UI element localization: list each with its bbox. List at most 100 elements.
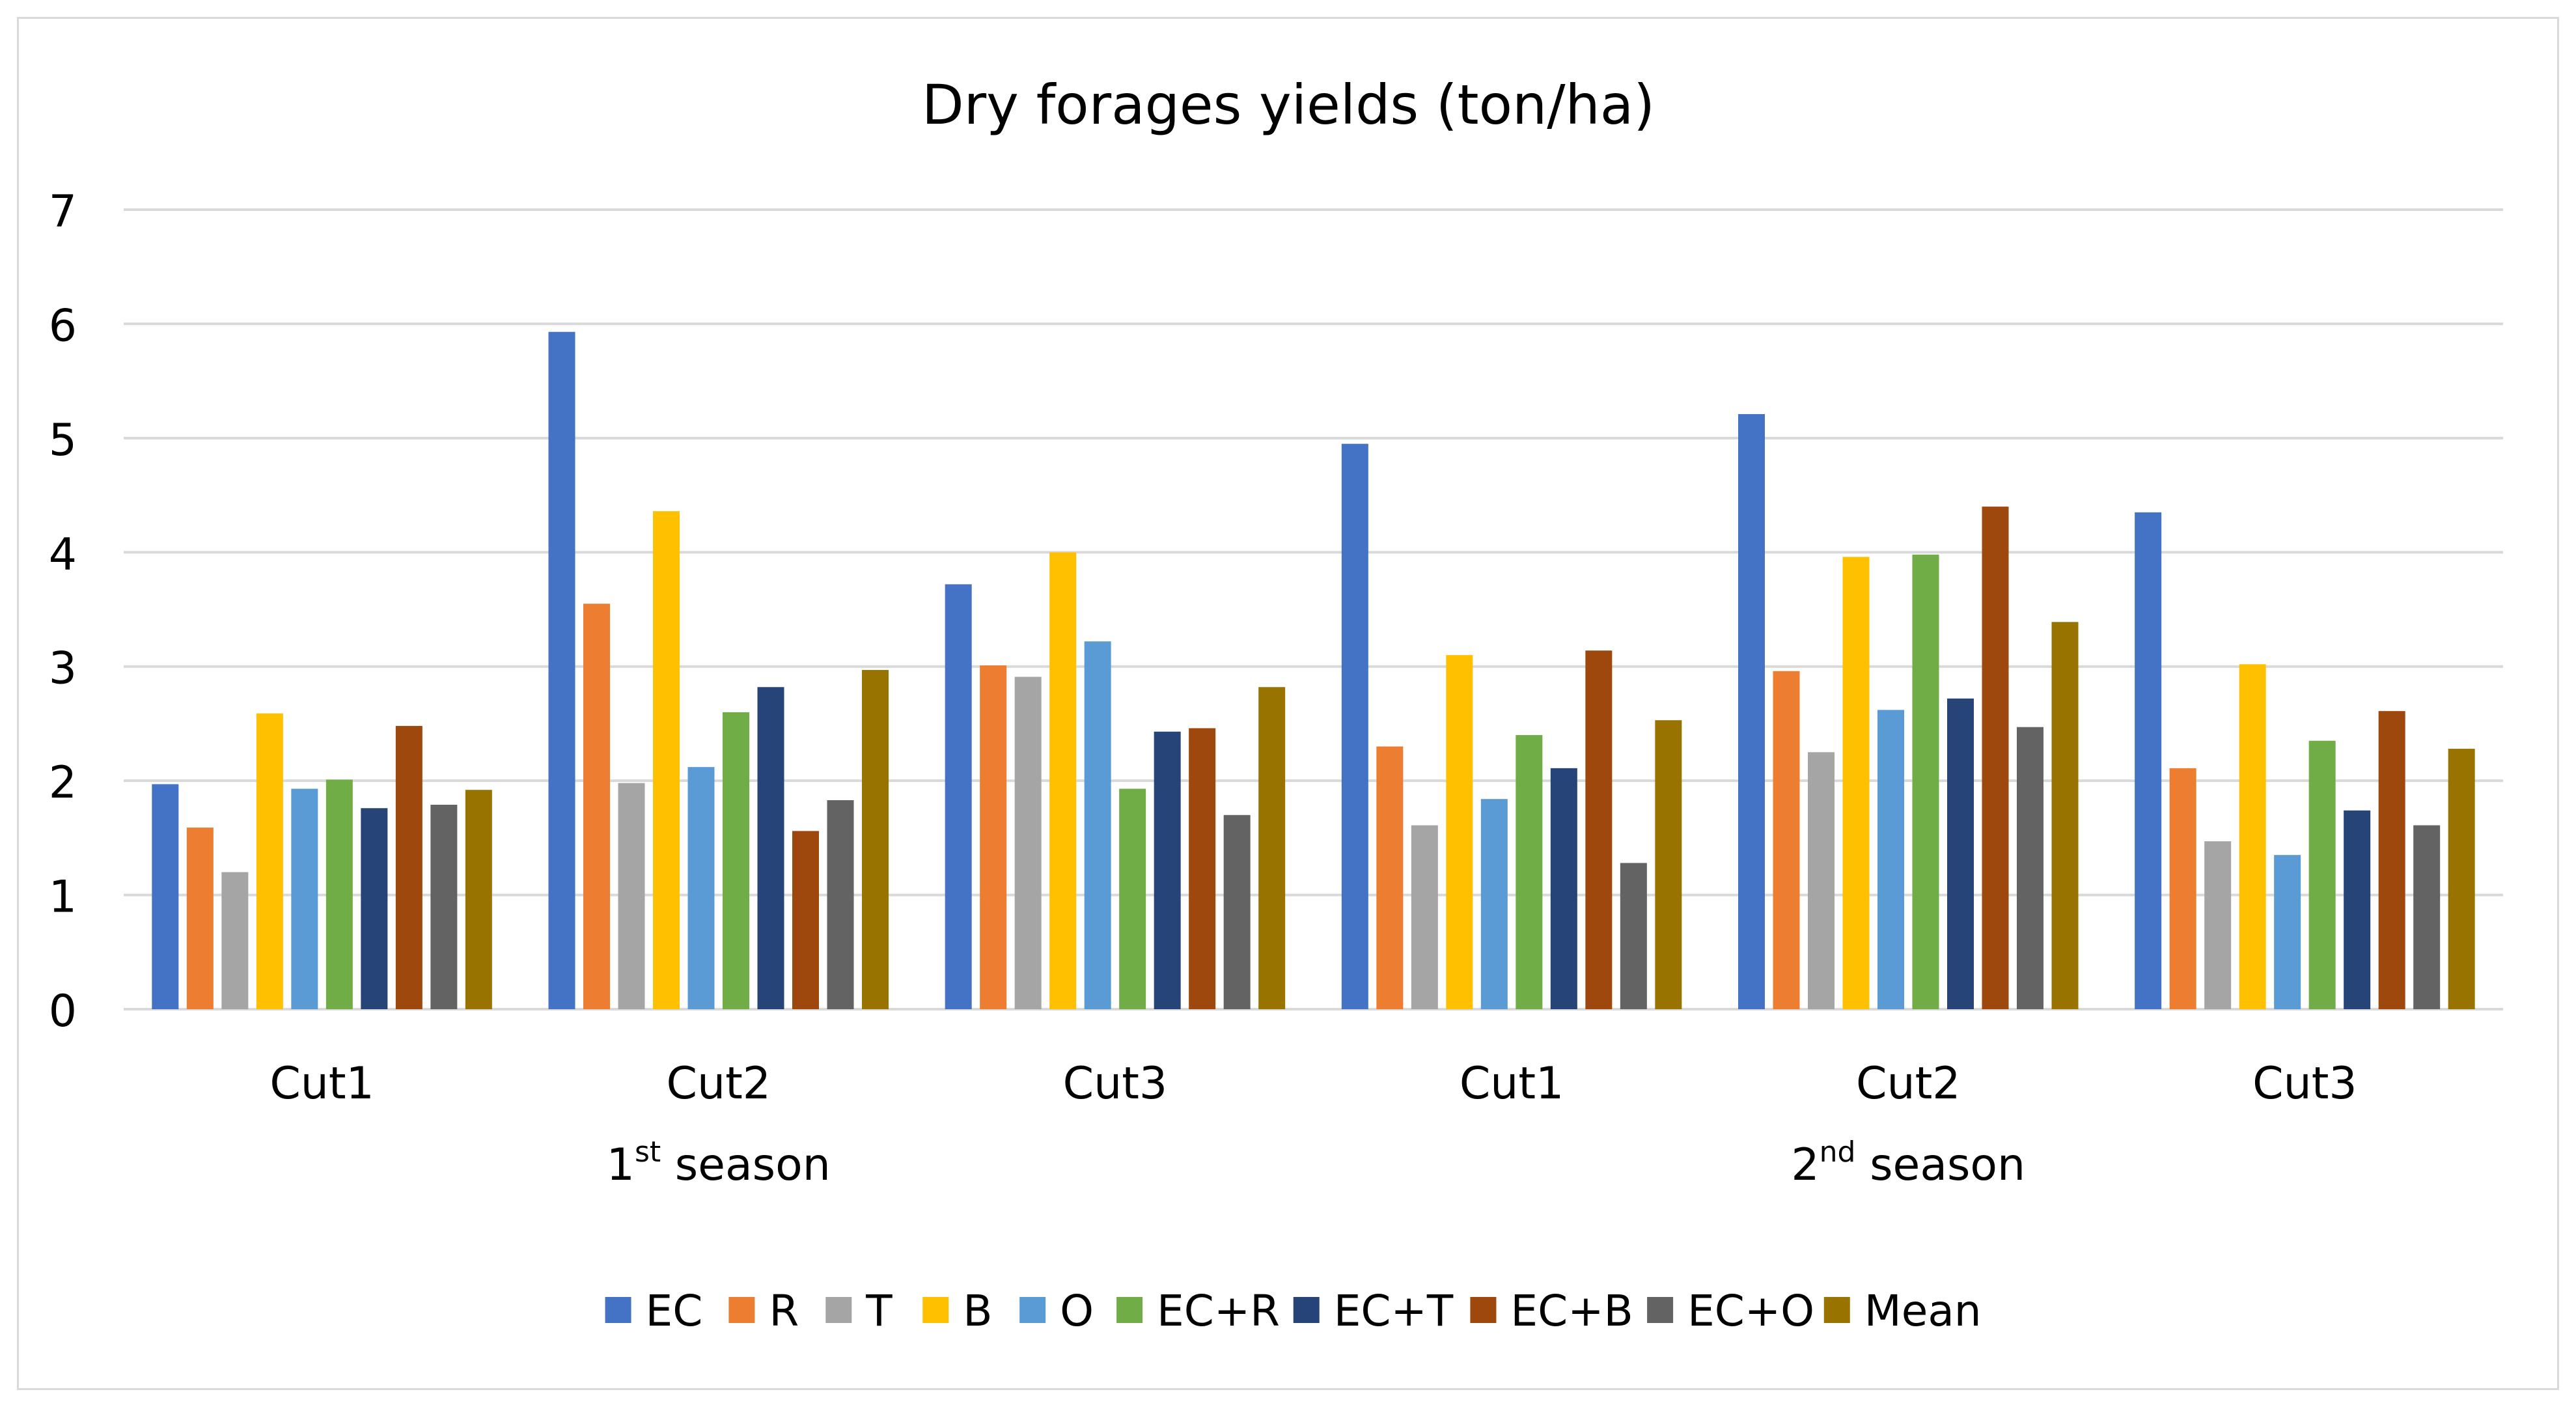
legend-label: O [1060, 1286, 1094, 1336]
legend-label: EC+R [1157, 1286, 1280, 1336]
bar-ec-plus-r-1 [325, 779, 353, 1009]
x-tick-label: Cut2 [666, 1058, 771, 1109]
bar-ec-2 [548, 331, 575, 1010]
bar-r-5 [1773, 671, 1800, 1009]
legend-swatch [825, 1297, 852, 1323]
bar-t-1 [221, 872, 249, 1009]
gridlines [124, 208, 2503, 1010]
bar-t-2 [618, 783, 645, 1009]
y-tick-label: 1 [49, 872, 77, 923]
y-tick-label: 0 [49, 986, 77, 1037]
bar-o-2 [687, 767, 715, 1009]
y-tick-label: 4 [49, 529, 77, 580]
legend-item-b: B [922, 1286, 993, 1336]
legend-item-ec-plus-o: EC+O [1647, 1286, 1814, 1336]
bar-b-3 [1049, 552, 1077, 1009]
bar-b-2 [653, 511, 680, 1009]
bar-b-1 [256, 713, 283, 1009]
bar-ec-plus-t-6 [2344, 810, 2371, 1009]
bar-ec-plus-r-4 [1516, 734, 1543, 1009]
bar-ec-plus-b-3 [1189, 728, 1216, 1009]
bar-t-3 [1014, 676, 1042, 1009]
legend-label: EC+B [1510, 1286, 1633, 1336]
x-axis: Cut1 Cut2 Cut3 Cut1 Cut2 Cut3 1st season 2nd se… [270, 1058, 2357, 1191]
legend-swatch [1116, 1297, 1143, 1323]
bar-ec-plus-b-5 [1982, 507, 2009, 1009]
bar-o-5 [1877, 710, 1904, 1009]
bar-r-3 [980, 665, 1007, 1009]
bar-r-4 [1376, 746, 1404, 1009]
bar-o-3 [1084, 641, 1111, 1009]
bar-ec-plus-b-1 [395, 725, 422, 1009]
bar-ec-plus-b-2 [792, 831, 819, 1009]
bar-mean-6 [2448, 749, 2475, 1009]
bar-ec-plus-r-2 [723, 712, 749, 1009]
bar-b-4 [1446, 655, 1473, 1009]
bar-ec-4 [1341, 443, 1368, 1009]
x-tick-label: Cut1 [1460, 1058, 1564, 1109]
bar-mean-4 [1655, 720, 1682, 1009]
bar-ec-plus-o-2 [827, 800, 854, 1009]
legend-item-r: R [728, 1286, 799, 1336]
bar-b-5 [1842, 557, 1870, 1009]
bar-ec-plus-r-5 [1912, 554, 1939, 1009]
legend-swatch [1647, 1297, 1674, 1323]
bar-ec-plus-o-1 [430, 804, 458, 1009]
legend-label: EC [646, 1286, 703, 1336]
legend-item-ec-plus-b: EC+B [1470, 1286, 1633, 1336]
bar-mean-3 [1258, 687, 1286, 1009]
bar-ec-plus-o-6 [2413, 825, 2441, 1009]
legend-label: T [865, 1286, 893, 1336]
legend-item-o: O [1019, 1286, 1094, 1336]
bar-ec-plus-r-6 [2308, 740, 2336, 1009]
bar-t-5 [1808, 752, 1835, 1009]
bar-mean-5 [2051, 622, 2079, 1009]
bar-ec-plus-t-4 [1550, 768, 1577, 1009]
bar-ec-6 [2135, 512, 2162, 1009]
bar-b-6 [2239, 664, 2266, 1009]
bar-r-1 [186, 828, 214, 1009]
y-tick-label: 6 [49, 300, 77, 352]
bar-ec-plus-o-4 [1620, 863, 1647, 1009]
bar-r-6 [2169, 768, 2196, 1009]
legend-label: EC+O [1687, 1286, 1814, 1336]
legend-swatch [728, 1297, 755, 1323]
bar-o-1 [291, 788, 318, 1009]
chart-title: Dry forages yields (ton/ha) [922, 73, 1655, 137]
legend-swatch [1823, 1297, 1850, 1323]
bar-ec-plus-t-2 [757, 687, 784, 1009]
bar-ec-plus-o-5 [2017, 727, 2043, 1009]
bar-ec-plus-t-3 [1154, 731, 1181, 1009]
x-tick-label: Cut3 [2252, 1058, 2357, 1109]
bar-ec-plus-b-6 [2378, 711, 2405, 1009]
bar-o-4 [1480, 799, 1508, 1009]
y-tick-label: 2 [49, 757, 77, 809]
legend-swatch [1470, 1297, 1497, 1323]
x-tick-label: Cut1 [270, 1058, 374, 1109]
bar-r-2 [583, 604, 610, 1009]
bar-ec-3 [945, 584, 972, 1009]
bar-o-6 [2274, 855, 2301, 1009]
legend-item-mean: Mean [1823, 1286, 1982, 1336]
legend-swatch [922, 1297, 949, 1323]
y-axis-tick-labels: 0 1 2 3 4 5 6 7 [49, 186, 77, 1037]
bar-ec-plus-b-4 [1585, 650, 1613, 1009]
bar-t-4 [1411, 825, 1438, 1009]
legend-item-ec: EC [605, 1286, 703, 1336]
legend-label: R [769, 1286, 799, 1336]
legend-swatch [605, 1297, 631, 1323]
bar-mean-2 [862, 669, 889, 1009]
x-tick-label: Cut2 [1856, 1058, 1961, 1109]
y-tick-label: 5 [49, 415, 77, 466]
y-tick-label: 3 [49, 643, 77, 695]
season-group-label: 1st season [607, 1135, 831, 1191]
y-tick-label: 7 [49, 186, 77, 238]
bars [152, 331, 2475, 1010]
legend-label: EC+T [1334, 1286, 1454, 1336]
bar-ec-plus-t-5 [1947, 698, 1974, 1009]
legend-item-ec-plus-t: EC+T [1293, 1286, 1454, 1336]
legend-label: B [963, 1286, 992, 1336]
legend-swatch [1293, 1297, 1320, 1323]
legend-item-ec-plus-r: EC+R [1116, 1286, 1280, 1336]
